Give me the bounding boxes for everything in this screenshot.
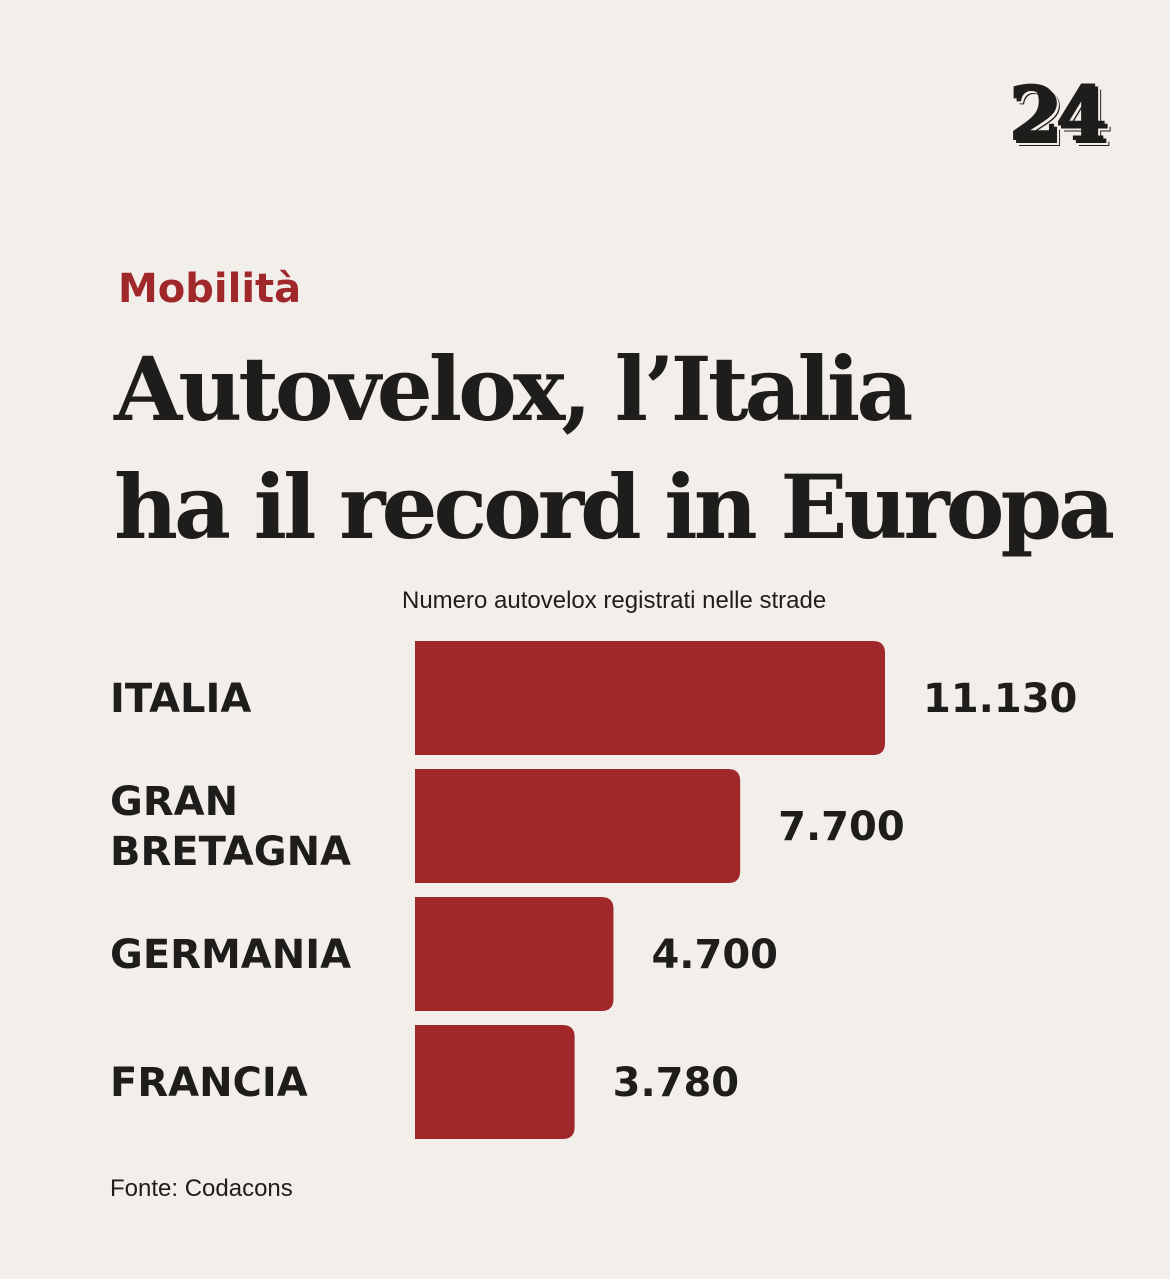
headline-line-1: Autovelox, l’Italia [114,337,913,441]
value-label-0: 11.130 [923,676,1077,722]
headline: Autovelox, l’Italia ha il record in Euro… [114,330,1124,566]
category-label-0: ITALIA [110,676,251,722]
category-label-1: GRAN BRETAGNA [110,779,351,875]
value-label-1: 7.700 [778,804,905,850]
value-label-3: 3.780 [613,1060,740,1106]
category-label-line: ITALIA [110,676,251,722]
bar-0 [415,641,885,755]
source-note: Fonte: Codacons [110,1175,293,1202]
headline-line-2: ha il record in Europa [114,455,1115,559]
bar-2 [415,897,614,1011]
category-label-3: FRANCIA [110,1060,308,1106]
category-label-line: FRANCIA [110,1060,308,1106]
bar-3 [415,1025,575,1139]
category-label: Mobilità [118,266,302,312]
chart-subtitle: Numero autovelox registrati nelle strade [402,587,827,614]
bar-1 [415,769,741,883]
logo-24: 24 [1008,69,1108,158]
category-label-line: GERMANIA [110,932,351,978]
category-label-2: GERMANIA [110,932,351,978]
category-label-line: GRAN [110,779,238,825]
value-label-2: 4.700 [651,932,778,978]
category-label-line: BRETAGNA [110,829,351,875]
